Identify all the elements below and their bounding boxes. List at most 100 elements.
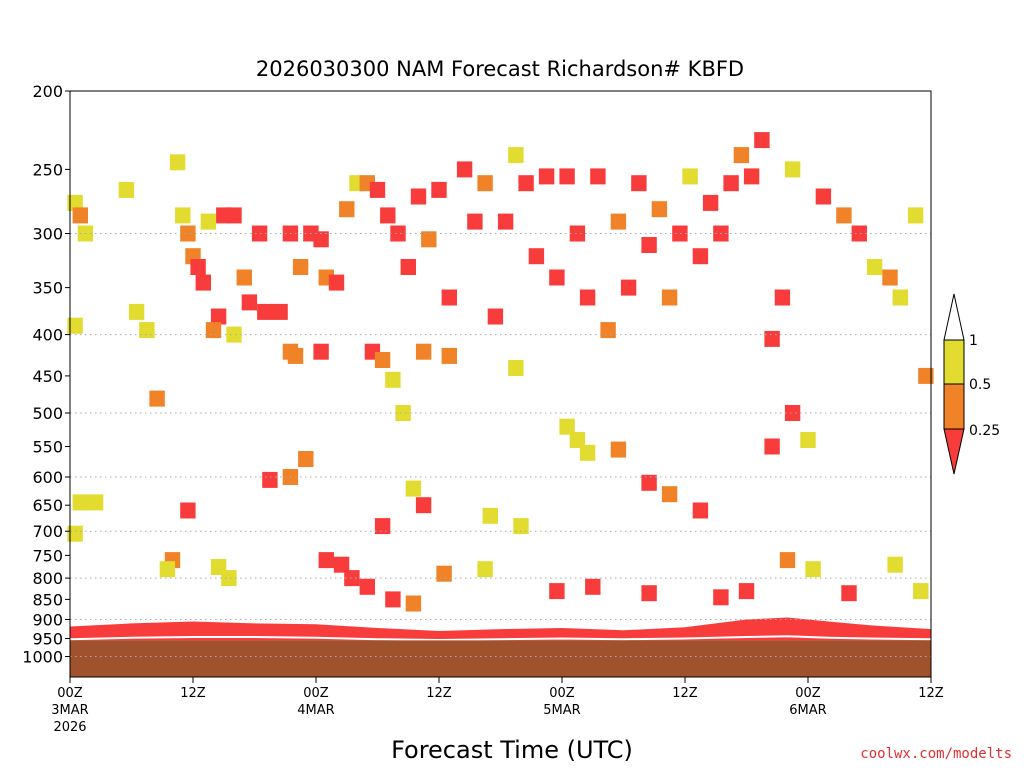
heatmap-cell [713, 589, 729, 606]
heatmap-cell [508, 360, 524, 376]
x-tick-label-48-2: 5MAR [543, 703, 580, 718]
heatmap-cell [651, 201, 668, 218]
x-tick-label-12-1: 12Z [180, 686, 206, 701]
y-tick-label-550: 550 [32, 438, 63, 457]
y-tick-label-200: 200 [32, 82, 63, 101]
heatmap-cell [385, 591, 401, 608]
heatmap-cell [774, 289, 791, 306]
heatmap-cell [631, 175, 647, 192]
heatmap-cell [369, 181, 386, 198]
heatmap-cell [836, 207, 852, 224]
heatmap-cell [190, 259, 206, 275]
heatmap-cell [67, 317, 83, 334]
heatmap-cell [805, 561, 821, 578]
heatmap-cell [549, 583, 565, 600]
heatmap-cell [313, 231, 329, 248]
heatmap-cell [262, 471, 278, 488]
heatmap-cell [236, 269, 252, 286]
heatmap-cell [549, 269, 565, 286]
x-tick-label-48-1: 00Z [549, 686, 575, 701]
heatmap-cell [374, 518, 391, 535]
heatmap-cell [456, 161, 473, 178]
heatmap-cell [907, 207, 924, 224]
heatmap-cell [415, 343, 432, 360]
colorbar-red-triangle [943, 428, 965, 475]
heatmap-cell [344, 570, 360, 587]
heatmap-cell [743, 168, 760, 185]
heatmap-cell [313, 343, 329, 360]
heatmap-cell [118, 181, 135, 198]
heatmap-cell [641, 585, 657, 602]
ground-below-surface [70, 640, 931, 677]
x-tick-label-0-1: 00Z [57, 686, 83, 701]
heatmap-cell [882, 269, 898, 286]
heatmap-cell [477, 561, 493, 578]
y-tick-label-300: 300 [32, 225, 63, 244]
y-tick-label-850: 850 [32, 590, 63, 609]
heatmap-cell [257, 303, 273, 320]
credit-text: coolwx.com/modelts [860, 746, 1012, 762]
x-tick-label-84-1: 12Z [918, 686, 944, 701]
heatmap-cell [733, 147, 750, 164]
heatmap-cell [918, 367, 934, 384]
x-tick-label-24-1: 00Z [303, 686, 329, 701]
heatmap-cell [359, 578, 375, 595]
heatmap-cell [374, 352, 391, 368]
y-tick-label-600: 600 [32, 468, 63, 487]
heatmap-cell [815, 188, 832, 205]
heatmap-cell [528, 248, 545, 265]
heatmap-cell [590, 168, 606, 185]
heatmap-cell [421, 231, 437, 248]
heatmap-cell [887, 556, 903, 573]
y-tick-label-500: 500 [32, 404, 63, 423]
heatmap-cell [672, 225, 688, 242]
heatmap-cell [200, 213, 217, 230]
heatmap-cell [241, 294, 258, 311]
x-axis-ticks: 00Z 3MAR 2026 12Z 00Z 4MAR 12Z 00Z 5MAR 12Z 00Z 6MA… [51, 677, 944, 735]
y-tick-label-400: 400 [32, 326, 63, 345]
heatmap-cell [385, 371, 401, 388]
heatmap-cell [841, 585, 857, 602]
heatmap-cell [180, 225, 196, 242]
heatmap-cell [661, 486, 678, 503]
heatmap-cell [559, 168, 575, 185]
x-tick-label-0-3: 2026 [53, 720, 86, 735]
heatmap-cell [175, 207, 191, 224]
heatmap-cell [692, 248, 709, 265]
colorbar-white-triangle [943, 293, 965, 341]
x-tick-label-72-2: 6MAR [789, 703, 826, 718]
surface-boundary-line [69, 635, 932, 642]
heatmap-cell [272, 303, 288, 320]
heatmap-cell [139, 322, 155, 339]
heatmap-cell [431, 181, 447, 198]
heatmap-cell [128, 303, 145, 320]
heatmap-cell [477, 175, 493, 192]
colorbar-orange-bin [943, 383, 965, 430]
y-tick-label-450: 450 [32, 367, 63, 386]
heatmap-cell [538, 168, 555, 185]
colorbar-yellow-bin [943, 339, 965, 385]
y-tick-label-1000: 1000 [22, 648, 63, 667]
heatmap-cell [195, 274, 211, 291]
heatmap-cell [226, 326, 242, 343]
colorbar-label-0-25: 0.25 [969, 423, 1000, 439]
x-tick-label-36-1: 12Z [426, 686, 452, 701]
x-tick-label-72-1: 00Z [795, 686, 821, 701]
heatmap-cell [738, 583, 755, 600]
x-tick-label-24-2: 4MAR [297, 703, 334, 718]
heatmap-cell [67, 525, 83, 542]
surface-layers [69, 617, 932, 677]
heatmap-cell [641, 237, 657, 253]
heatmap-cells [67, 132, 934, 612]
heatmap-cell [513, 518, 529, 535]
y-tick-label-800: 800 [32, 569, 63, 588]
y-tick-label-950: 950 [32, 630, 63, 649]
plot-frame [69, 90, 932, 678]
heatmap-cell [405, 480, 422, 497]
heatmap-cell [661, 289, 678, 306]
heatmap-cell [800, 432, 816, 448]
heatmap-cell [87, 494, 104, 511]
heatmap-cell [610, 441, 627, 458]
heatmap-cell [400, 259, 416, 275]
